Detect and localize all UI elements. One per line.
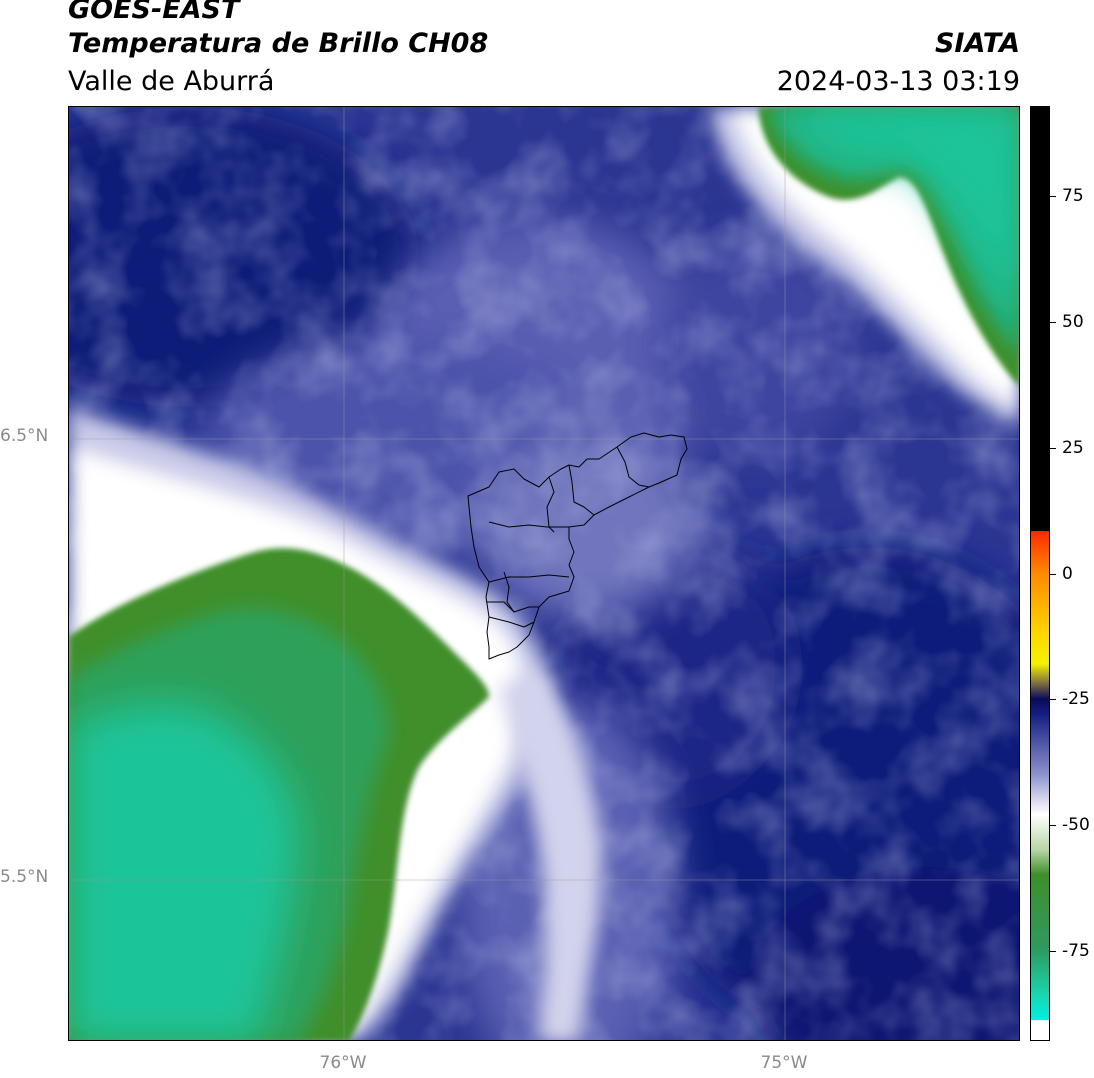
boundary-itagui	[487, 601, 515, 613]
colorbar-tick-mark	[1050, 824, 1056, 826]
boundary-sabaneta	[488, 616, 535, 628]
cold-cloud-right	[759, 107, 1019, 386]
colorbar-tick-label: 50	[1062, 312, 1084, 333]
cold-cloud-left	[69, 548, 489, 1040]
map-canvas	[69, 107, 1019, 1040]
aburra-valley-boundaries	[467, 432, 688, 660]
boundary-girardota	[616, 446, 650, 488]
colorbar	[1030, 106, 1050, 1041]
colorbar-tick-label: 75	[1062, 186, 1084, 207]
colorbar-tick-mark	[1050, 322, 1056, 324]
colorbar-tick-mark	[1050, 950, 1056, 952]
lon-label-75: 75°W	[760, 1053, 808, 1073]
boundary-medellin-north	[488, 521, 569, 528]
colorbar-tick-label: 25	[1062, 437, 1084, 458]
colorbar-tick-mark	[1050, 196, 1056, 198]
colorbar-tick-label: 0	[1062, 563, 1073, 584]
datetime-label: 2024-03-13 03:19	[776, 66, 1020, 97]
satellite-label: GOES-EAST	[68, 0, 240, 25]
boundary-medellin-south	[488, 574, 570, 583]
lat-label-6.5: 6.5°N	[0, 426, 49, 446]
lavender-strip	[499, 667, 602, 1040]
colorbar-tick-mark	[1050, 699, 1056, 701]
boundary-envigado	[503, 571, 539, 613]
lat-label-5.5: 5.5°N	[0, 867, 49, 887]
boundary-bello	[546, 476, 555, 533]
region-subtitle: Valle de Aburrá	[68, 66, 275, 97]
product-title: Temperatura de Brillo CH08	[68, 28, 489, 59]
lon-label-76: 76°W	[319, 1053, 367, 1073]
colorbar-tick-mark	[1050, 447, 1056, 449]
graticule	[69, 107, 1019, 1040]
colorbar-tick-label: -25	[1062, 689, 1090, 710]
boundary-copacabana	[568, 464, 595, 516]
colorbar-tick-mark	[1050, 573, 1056, 575]
colorbar-tick-label: -75	[1062, 940, 1090, 961]
colorbar-tick-label: -50	[1062, 814, 1090, 835]
brightness-temperature-map	[68, 106, 1020, 1041]
organization-label: SIATA	[934, 28, 1020, 59]
